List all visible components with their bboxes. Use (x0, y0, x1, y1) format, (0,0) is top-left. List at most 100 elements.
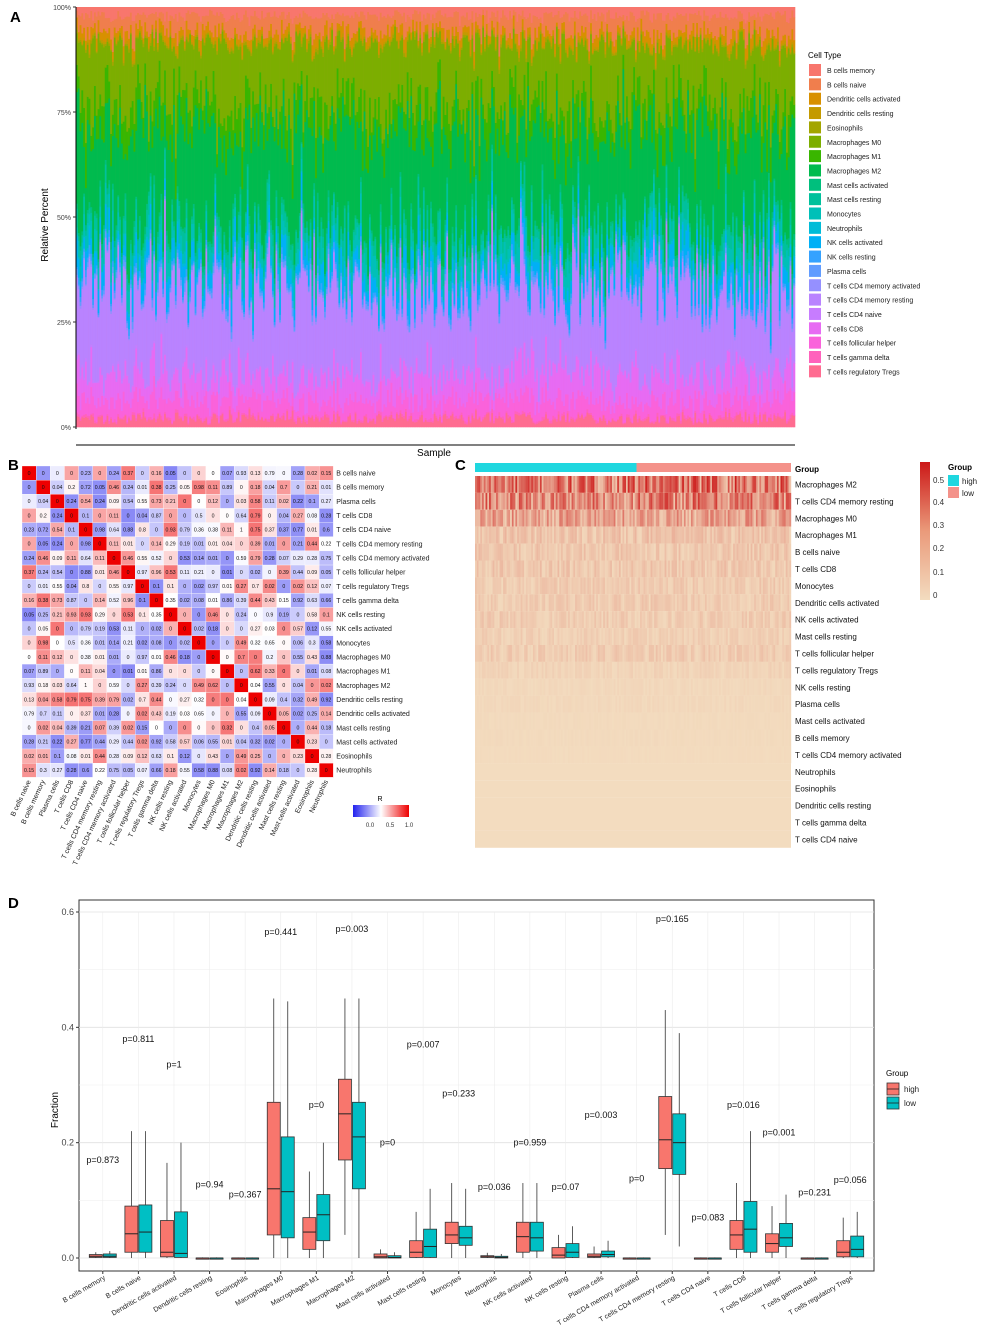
panel-a-bar-segment (128, 16, 131, 39)
panel-a-bar-segment (342, 33, 345, 38)
panel-a-bar-segment (115, 271, 118, 279)
panel-a-bar-segment (448, 317, 451, 324)
panel-a-bar-segment (194, 314, 197, 317)
panel-a-bar-segment (424, 314, 427, 374)
panel-a-bar-segment (194, 261, 197, 277)
panel-a-bar-segment (235, 288, 239, 291)
panel-a-bar-segment (262, 7, 266, 19)
panel-a-bar-segment (232, 408, 235, 421)
panel-a-bar-segment (173, 221, 176, 227)
panel-a-bar-segment (475, 12, 478, 22)
panel-a-bar-segment (467, 245, 470, 249)
panel-a-bar-segment (271, 269, 275, 273)
panel-a-bar-segment (306, 48, 309, 50)
panel-a-bar-segment (230, 37, 233, 47)
panel-a-bar-segment (201, 422, 204, 428)
panel-a-bar-segment (325, 227, 328, 234)
panel-a-bar-segment (137, 270, 140, 272)
panel-a-bar-segment (131, 284, 134, 289)
panel-a-bar-segment (368, 48, 372, 98)
panel-a-bar-segment (394, 272, 397, 278)
panel-a-bar-segment (374, 255, 377, 278)
panel-a-bar-segment (237, 279, 240, 286)
panel-a-bar-segment (146, 38, 149, 96)
panel-a-bar-segment (77, 31, 80, 39)
panel-a-bar-segment (101, 39, 104, 43)
panel-a-bar-segment (435, 12, 438, 24)
panel-a-bar-segment (90, 346, 93, 387)
panel-a-bar-segment (428, 399, 431, 420)
panel-a-bar-segment (81, 43, 84, 45)
panel-a-bar-segment (403, 222, 406, 245)
panel-a-bar-segment (120, 143, 124, 253)
panel-a-bar-segment (374, 38, 377, 40)
panel-a-bar-segment (261, 268, 264, 291)
panel-a-bar-segment (430, 245, 433, 249)
panel-a-bar-segment (243, 14, 246, 35)
panel-a-bar-segment (431, 422, 435, 428)
panel-a-bar-segment (448, 380, 451, 397)
panel-a-bar-segment (266, 49, 269, 114)
panel-a-bar-segment (277, 280, 280, 290)
panel-a-bar-segment (106, 188, 109, 195)
panel-a-bar-segment (110, 313, 113, 371)
panel-a-bar-segment (253, 34, 257, 37)
panel-a-bar-segment (458, 307, 461, 314)
panel-a-bar-segment (210, 288, 213, 293)
panel-a-bar-segment (458, 7, 461, 26)
panel-a-bar-segment (205, 244, 208, 249)
panel-a-bar-segment (102, 240, 106, 264)
panel-a-bar-segment (392, 370, 395, 372)
panel-a-bar-segment (250, 248, 253, 252)
panel-a-bar-segment (356, 14, 359, 32)
panel-a-bar-segment (261, 35, 264, 113)
panel-a-bar-segment (280, 247, 284, 255)
panel-a-bar-segment (101, 295, 104, 299)
panel-a-bar-segment (331, 275, 334, 279)
panel-a-bar-segment (214, 395, 217, 414)
panel-a-bar-segment (480, 244, 483, 255)
panel-a-bar-segment (460, 243, 463, 266)
panel-a-bar-segment (243, 313, 246, 318)
panel-a-bar-segment (182, 228, 185, 232)
panel-a-bar-segment (408, 332, 411, 388)
panel-a-bar-segment (325, 139, 328, 229)
panel-a-bar-segment (147, 49, 150, 52)
panel-a-bar-segment (205, 210, 208, 221)
panel-a-bar-segment (95, 408, 98, 423)
panel-a-bar-segment (275, 29, 278, 40)
panel-a-bar-segment (239, 102, 242, 132)
panel-a-bar-segment (192, 49, 195, 88)
panel-a-bar-segment (431, 30, 435, 132)
panel-a-bar-segment (117, 241, 120, 245)
panel-a-bar-segment (313, 100, 316, 184)
panel-a-bar-segment (318, 258, 321, 275)
panel-a-bar-segment (377, 413, 381, 428)
panel-a-bar-segment (280, 253, 284, 262)
panel-a-bar-segment (455, 204, 458, 211)
panel-a-bar-segment (280, 196, 284, 203)
panel-a-bar-segment (367, 421, 370, 424)
panel-a-bar-segment (331, 247, 334, 272)
panel-a-bar-segment (248, 307, 251, 311)
panel-a-bar-segment (388, 416, 391, 428)
panel-a-bar-segment (309, 15, 312, 26)
panel-a-bar-segment (160, 333, 163, 388)
panel-a-bar-segment (201, 298, 204, 309)
panel-a-bar-segment (476, 16, 479, 26)
panel-a-bar-segment (392, 371, 395, 407)
panel-a-bar-segment (180, 416, 183, 419)
panel-a-bar-segment (156, 418, 159, 428)
panel-a-bar-segment (248, 87, 251, 105)
panel-a-bar-segment (228, 51, 231, 55)
panel-a-bar-segment (370, 27, 373, 33)
panel-a-bar-segment (300, 170, 303, 173)
panel-a-bar-segment (200, 369, 203, 402)
panel-a-bar-segment (99, 241, 102, 246)
panel-a-bar-segment (349, 116, 352, 126)
panel-a-bar-segment (261, 245, 264, 259)
panel-a-bar-segment (320, 96, 323, 136)
panel-a-bar-segment (140, 255, 143, 273)
panel-a-bar-segment (205, 204, 208, 212)
panel-a-bar-segment (106, 372, 109, 400)
